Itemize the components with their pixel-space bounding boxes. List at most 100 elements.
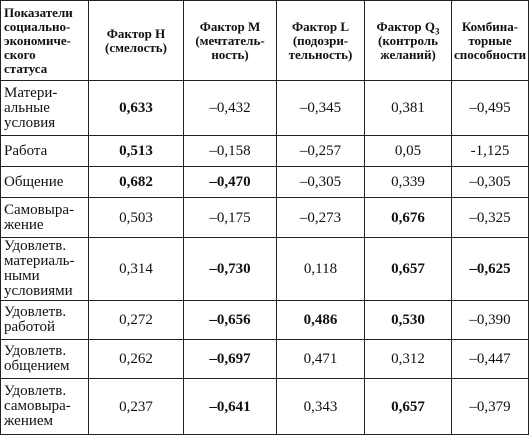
- value-cell: 0,312: [364, 339, 452, 379]
- row-label-line: жение: [4, 216, 44, 233]
- header-factor-l-line: тельность): [288, 46, 353, 62]
- header-factor-m: Фактор M (мечтатель- ность): [183, 0, 277, 81]
- header-indicators-line: статуса: [4, 60, 48, 76]
- row-label-line: Удовлетв.: [4, 343, 67, 359]
- value-cell: –0,625: [451, 237, 529, 301]
- row-label-line: общением: [4, 358, 70, 374]
- header-factor-q3: Фактор Q3 (контроль желаний): [364, 0, 452, 81]
- row-label: Удовлетв. работой: [0, 300, 89, 340]
- value-cell: –0,345: [276, 80, 365, 136]
- row-label-line: жением: [4, 413, 54, 429]
- row-label-line: ными: [4, 268, 40, 284]
- row-label-line: материаль-: [4, 253, 75, 269]
- header-row: Показатели социально- экономиче- ского с…: [0, 0, 529, 81]
- value-cell: 0,05: [364, 135, 452, 167]
- header-factor-q3-title: Фактор Q3: [367, 18, 449, 36]
- table-row: Общение 0,682 –0,470 –0,305 0,339 –0,305: [0, 166, 529, 198]
- header-factor-h-line: Фактор H: [106, 25, 166, 41]
- value-cell: 0,339: [364, 166, 452, 198]
- row-label-line: альные: [4, 99, 50, 116]
- value-cell: –0,641: [183, 378, 277, 435]
- header-factor-l: Фактор L (подозри- тельность): [276, 0, 365, 81]
- table-row: Удовлетв. общением 0,262 –0,697 0,471 0,312 –0…: [0, 339, 529, 379]
- row-label-line: работой: [4, 319, 55, 335]
- header-factor-m-line: (мечтатель-: [195, 32, 265, 48]
- row-label: Общение: [0, 166, 89, 198]
- value-cell: –0,447: [451, 339, 529, 379]
- value-cell: 0,272: [88, 300, 184, 340]
- row-label: Самовыра-жение: [0, 197, 89, 238]
- header-combinatorial-line: торные: [468, 32, 512, 48]
- value-cell: –0,273: [276, 197, 365, 238]
- table-body: Матери-альные условия 0,633 –0,432 –0,345 0,3…: [0, 80, 529, 435]
- value-cell: 0,513: [88, 135, 184, 167]
- value-cell: 0,676: [364, 197, 452, 238]
- value-cell: 0,381: [364, 80, 452, 136]
- row-label-line: самовыра-: [4, 398, 71, 414]
- header-indicators-line: Показатели: [4, 4, 73, 20]
- row-label: Работа: [0, 135, 89, 167]
- header-combinatorial: Комбина- торные способности: [451, 0, 529, 81]
- row-label-line: Удовлетв.: [4, 238, 67, 254]
- row-label-line: Удовлетв.: [4, 304, 67, 320]
- row-label-line: Матери-: [4, 84, 58, 101]
- header-combinatorial-line: Комбина-: [461, 18, 519, 34]
- row-label: Удовлетв. общением: [0, 339, 89, 379]
- value-cell: –0,495: [451, 80, 529, 136]
- row-label: Удовлетв. самовыра-жением: [0, 378, 89, 435]
- table-row: Работа 0,513 –0,158 –0,257 0,05 -1,125: [0, 135, 529, 167]
- value-cell: –0,305: [276, 166, 365, 198]
- header-factor-q3-text: Фактор Q: [376, 18, 435, 34]
- row-label-line: Работа: [4, 142, 48, 159]
- row-label: Матери-альные условия: [0, 80, 89, 136]
- header-factor-l-line: Фактор L: [291, 18, 350, 34]
- value-cell: –0,697: [183, 339, 277, 379]
- value-cell: –0,325: [451, 197, 529, 238]
- table-row: Матери-альные условия 0,633 –0,432 –0,345 0,3…: [0, 80, 529, 136]
- value-cell: 0,657: [364, 378, 452, 435]
- value-cell: 0,237: [88, 378, 184, 435]
- value-cell: 0,118: [276, 237, 365, 301]
- header-indicators-line: экономиче-: [4, 32, 71, 48]
- value-cell: –0,379: [451, 378, 529, 435]
- value-cell: –0,470: [183, 166, 277, 198]
- header-factor-h: Фактор H (смелость): [88, 0, 184, 81]
- value-cell: –0,432: [183, 80, 277, 136]
- row-label-line: Удовлетв.: [4, 383, 67, 399]
- value-cell: 0,486: [276, 300, 365, 340]
- row-label: Удовлетв. материаль-ными условиями: [0, 237, 89, 301]
- header-combinatorial-line: способности: [454, 46, 527, 62]
- value-cell: –0,257: [276, 135, 365, 167]
- header-factor-q3-line: (контроль: [378, 32, 438, 48]
- header-factor-m-line: ность): [211, 46, 249, 62]
- value-cell: 0,657: [364, 237, 452, 301]
- header-factor-q3-line: желаний): [380, 46, 436, 62]
- row-label-line: Самовыра-: [4, 201, 74, 218]
- value-cell: 0,503: [88, 197, 184, 238]
- value-cell: –0,175: [183, 197, 277, 238]
- header-indicators-line: социально-: [4, 18, 71, 34]
- value-cell: -1,125: [451, 135, 529, 167]
- header-indicators: Показатели социально- экономиче- ского с…: [0, 0, 89, 81]
- header-factor-h-line: (смелость): [105, 39, 167, 55]
- value-cell: –0,656: [183, 300, 277, 340]
- header-factor-m-line: Фактор M: [199, 18, 261, 34]
- header-factor-l-line: (подозри-: [292, 32, 349, 48]
- value-cell: 0,262: [88, 339, 184, 379]
- value-cell: –0,390: [451, 300, 529, 340]
- value-cell: 0,471: [276, 339, 365, 379]
- header-indicators-line: ского: [4, 46, 36, 62]
- value-cell: 0,682: [88, 166, 184, 198]
- table-row: Самовыра-жение 0,503 –0,175 –0,273 0,676 –0,3…: [0, 197, 529, 238]
- table-row: Удовлетв. работой 0,272 –0,656 0,486 0,530 –0,…: [0, 300, 529, 340]
- value-cell: 0,314: [88, 237, 184, 301]
- row-label-line: условия: [4, 114, 56, 131]
- value-cell: –0,730: [183, 237, 277, 301]
- value-cell: 0,530: [364, 300, 452, 340]
- row-label-line: условиями: [4, 283, 73, 299]
- value-cell: 0,633: [88, 80, 184, 136]
- value-cell: –0,158: [183, 135, 277, 167]
- row-label-line: Общение: [4, 173, 64, 190]
- table-row: Удовлетв. самовыра-жением 0,237 –0,641 0,343…: [0, 378, 529, 435]
